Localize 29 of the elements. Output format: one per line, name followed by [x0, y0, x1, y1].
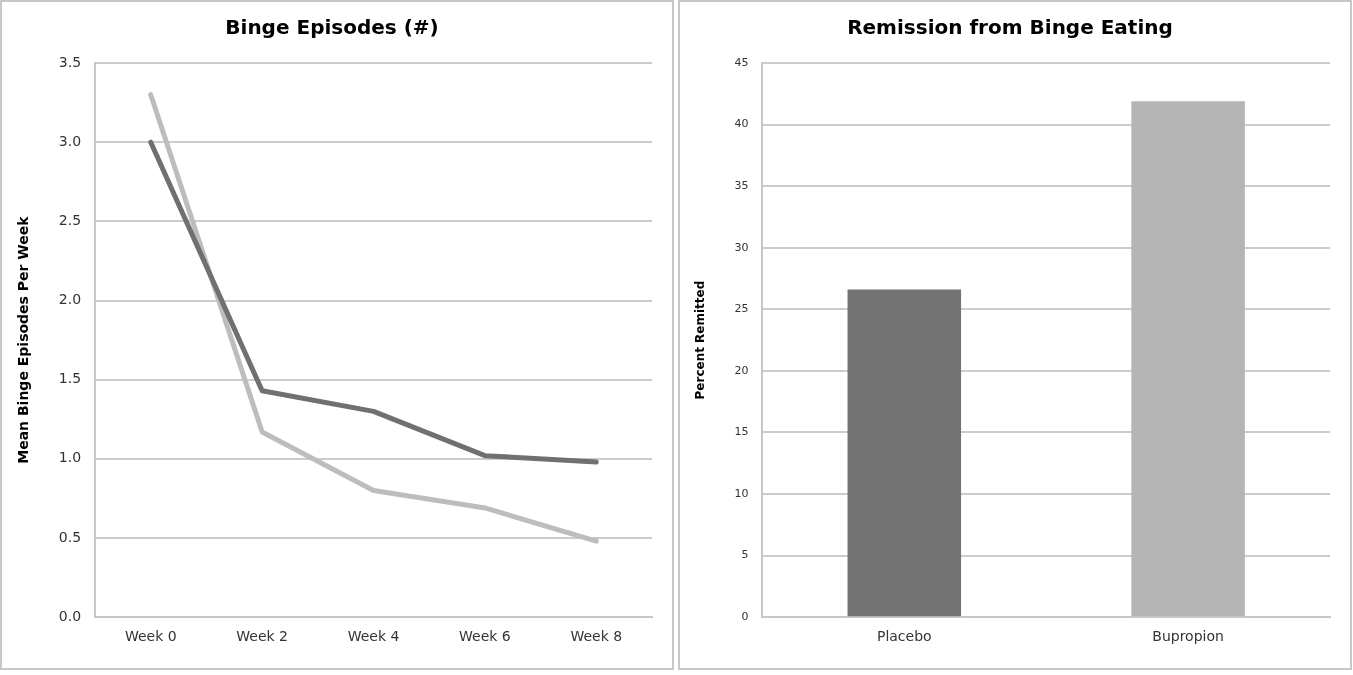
chart-title: Binge Episodes (#) [225, 15, 439, 40]
y-tick-label: 35 [734, 179, 749, 193]
y-tick-label: 2.5 [58, 211, 82, 228]
y-tick-label: 0.0 [58, 607, 82, 624]
x-tick-label: Week 2 [236, 628, 288, 645]
x-tick-label: Week 0 [124, 628, 177, 645]
x-tick-label: Week 8 [570, 628, 623, 645]
y-tick-label: 5 [741, 548, 749, 562]
y-axis-title: Mean Binge Episodes Per Week [15, 215, 32, 464]
x-tick-label: Bupropion [1152, 628, 1224, 645]
y-tick-label: 3.5 [58, 53, 82, 70]
y-tick-label: 10 [734, 486, 749, 500]
y-tick-label: 45 [734, 55, 749, 69]
x-tick-label: Week 6 [459, 628, 511, 645]
chart-title: Remission from Binge Eating [847, 15, 1173, 40]
y-tick-label: 30 [734, 240, 749, 254]
y-tick-label: 1.5 [58, 370, 82, 387]
x-tick-label: Placebo [876, 628, 932, 645]
y-tick-label: 40 [734, 117, 749, 131]
y-tick-label: 25 [734, 302, 749, 316]
y-tick-label: 1.0 [58, 449, 82, 466]
y-tick-label: 3.0 [58, 132, 82, 149]
y-tick-label: 2.0 [58, 291, 82, 308]
y-tick-label: 0 [741, 610, 749, 624]
y-axis-title: Percent Remitted [693, 280, 708, 400]
y-tick-label: 20 [734, 363, 749, 377]
x-tick-label: Week 4 [347, 628, 400, 645]
y-tick-label: 15 [734, 425, 749, 439]
y-tick-label: 0.5 [58, 528, 82, 545]
